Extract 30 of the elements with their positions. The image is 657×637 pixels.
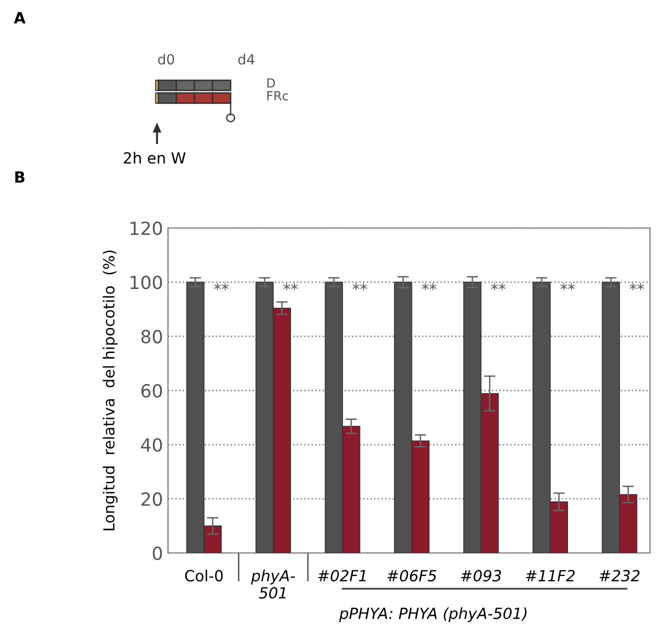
x-tick-label: Col-0 <box>185 570 223 582</box>
y-tick-label: 120 <box>130 221 162 236</box>
annotation: ** <box>283 283 298 290</box>
x-tick-label: #02F1 <box>318 570 366 582</box>
x-tick-label: #06F5 <box>387 570 436 582</box>
text: B <box>15 171 24 183</box>
annotation: ** <box>422 283 436 290</box>
y-tick-label: 100 <box>130 276 162 290</box>
x-tick-label: phyA- 501 <box>251 570 295 599</box>
text: FRc <box>267 91 288 100</box>
text: 2h en W <box>124 152 186 164</box>
x-tick-label: #093 <box>461 570 502 582</box>
annotation: ** <box>630 283 644 290</box>
annotation: ** <box>491 283 506 290</box>
y-axis-title: Longitud relativa del hipocotilo (%) <box>102 250 118 530</box>
annotation: ** <box>214 283 229 290</box>
x-tick-label: #11F2 <box>526 570 575 582</box>
y-tick-label: 80 <box>141 330 162 344</box>
x-tick-label: #232 <box>600 570 640 582</box>
y-tick-label: 0 <box>152 546 162 560</box>
annotation: ** <box>352 283 368 290</box>
text: d0 <box>158 54 174 65</box>
y-tick-label: 60 <box>141 384 162 398</box>
y-tick-label: 20 <box>141 492 162 506</box>
y-tick-label: 40 <box>141 438 162 452</box>
text: pPHYA: PHYA (phyA-501) <box>339 607 527 622</box>
annotation: ** <box>560 283 575 290</box>
text: A <box>14 12 26 24</box>
text: D <box>267 78 275 88</box>
text: d4 <box>238 54 254 65</box>
